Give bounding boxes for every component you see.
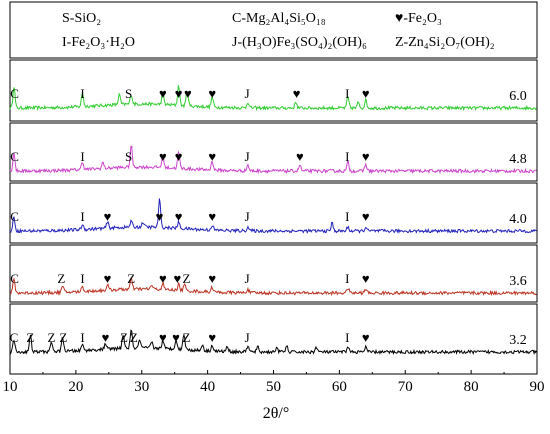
trace-ph-3-2 [9, 329, 537, 356]
panel-frame [9, 59, 538, 122]
peak-label: Z [59, 330, 67, 345]
peak-label: ♥ [104, 209, 112, 224]
peak-label: C [10, 209, 19, 224]
panel-frame [9, 122, 538, 182]
peak-label: ♥ [296, 149, 304, 164]
trace-ph-6-0 [9, 85, 537, 112]
legend-entry-s: S-SiO₂ [62, 11, 101, 26]
x-axis-title: 2θ/° [263, 405, 290, 422]
peak-label: J [245, 86, 250, 101]
ph-label: 3.6 [509, 274, 527, 289]
peak-label: I [80, 86, 84, 101]
legend-frame [9, 1, 538, 59]
peak-label: Z [120, 330, 128, 345]
peak-label: ♥ [104, 271, 112, 286]
peak-label: S [125, 149, 132, 164]
panel-frame [9, 303, 538, 375]
xrd-traces [9, 85, 537, 356]
x-tick-label: 90 [530, 379, 545, 395]
peak-label: ♥ [173, 271, 181, 286]
x-tick-label: 30 [134, 379, 149, 395]
x-tick-label: 60 [332, 379, 347, 395]
peak-label: J [245, 149, 250, 164]
peak-label: Z [48, 330, 56, 345]
trace-ph-4-0 [9, 198, 537, 234]
peak-label: S [125, 86, 132, 101]
peak-label: Z [127, 271, 135, 286]
peak-label: ♥ [362, 271, 370, 286]
peak-label: Z [26, 330, 34, 345]
peak-label: ♥ [208, 209, 216, 224]
panel-frames [9, 1, 538, 375]
ph-label: 4.0 [509, 212, 527, 227]
peak-label: I [345, 149, 349, 164]
peak-label: C [10, 149, 19, 164]
ph-labels: 6.0 4.8 4.0 3.6 3.2 [509, 89, 527, 348]
peak-label: ♥ [362, 86, 370, 101]
peak-label: I [345, 271, 349, 286]
peak-label: C [10, 86, 19, 101]
peak-label: J [245, 209, 250, 224]
legend-entry-c: C-Mg₂Al₄Si₅O₁₈ [232, 11, 326, 26]
legend-entry-i: I-Fe₂O₃·H₂O [62, 35, 135, 50]
peak-label: I [80, 271, 84, 286]
peak-label: I [80, 209, 84, 224]
x-axis: 10 20 30 40 50 60 70 80 90 [3, 370, 545, 395]
peak-label: ♥ [208, 330, 216, 345]
peak-label: ♥ [175, 209, 183, 224]
x-tick-label: 80 [464, 379, 479, 395]
peak-label: ♥ [184, 86, 192, 101]
x-tick-label: 10 [3, 379, 18, 395]
peak-label: ♥ [208, 271, 216, 286]
peak-label: ♥ [159, 86, 167, 101]
peak-label: ♥ [362, 330, 370, 345]
x-tick-label: 20 [68, 379, 83, 395]
legend-entry-z: Z-Zn₄Si₂O₇(OH)₂ [395, 35, 495, 50]
peak-label: ♥ [208, 86, 216, 101]
peak-label: Z [57, 271, 65, 286]
peak-label: ♥ [159, 271, 167, 286]
peak-label: J [245, 330, 250, 345]
legend-entry-heart: ♥-Fe₂O₃ [395, 11, 442, 26]
peak-label: ♥ [159, 149, 167, 164]
peak-label: C [10, 271, 19, 286]
peak-label: ♥ [175, 86, 183, 101]
peak-label: J [245, 271, 250, 286]
peak-label: I [80, 149, 84, 164]
panel-frame [9, 244, 538, 303]
x-tick-label: 50 [266, 379, 281, 395]
legend-entry-j: J-(H₃O)Fe₃(SO₄)₂(OH)₆ [232, 35, 367, 50]
ph-label: 6.0 [509, 89, 527, 104]
peak-label: ♥ [159, 330, 167, 345]
x-tick-label: 70 [398, 379, 413, 395]
peak-label: ♥ [293, 86, 301, 101]
peak-label: ♥ [102, 330, 110, 345]
peak-labels: C I S ♥ ♥ ♥ ♥ J ♥ I ♥C I S ♥ ♥ ♥ J ♥ I ♥C I ♥ ♥ ♥ ♥ J I ♥C Z I ♥ Z ♥ ♥ Z ♥ J… [10, 86, 370, 345]
peak-label: I [345, 330, 349, 345]
peak-label: ♥ [172, 330, 180, 345]
legend: S-SiO₂ C-Mg₂Al₄Si₅O₁₈ ♥-Fe₂O₃ I-Fe₂O₃·H₂… [62, 11, 495, 50]
peak-label: ♥ [362, 149, 370, 164]
peak-label: I [345, 86, 349, 101]
peak-label: ♥ [156, 209, 164, 224]
peak-label: Z [183, 330, 191, 345]
peak-label: ♥ [362, 209, 370, 224]
peak-label: Z [130, 330, 138, 345]
peak-label: Z [183, 271, 191, 286]
trace-ph-3-6 [9, 277, 537, 297]
ph-label: 4.8 [509, 152, 527, 167]
peak-label: ♥ [208, 149, 216, 164]
peak-label: I [345, 209, 349, 224]
trace-ph-4-8 [9, 145, 537, 175]
panel-frame [9, 182, 538, 244]
peak-label: I [80, 330, 84, 345]
x-tick-label: 40 [200, 379, 215, 395]
peak-label: ♥ [175, 149, 183, 164]
peak-label: C [10, 330, 19, 345]
ph-label: 3.2 [509, 333, 527, 348]
